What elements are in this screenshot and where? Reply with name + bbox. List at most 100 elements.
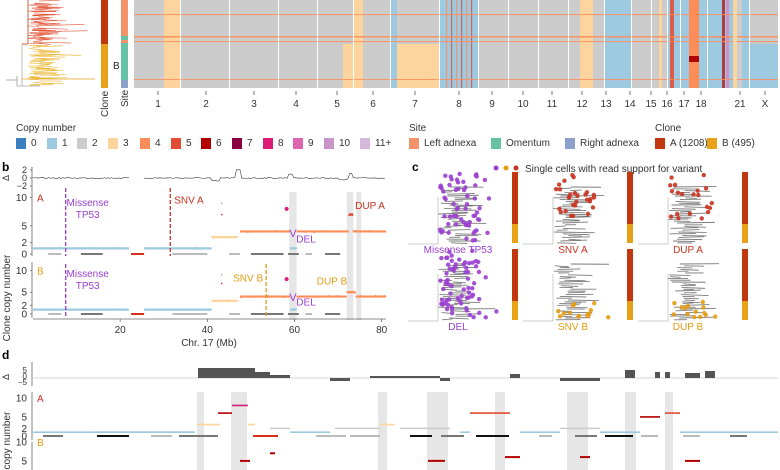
cell-point [457, 298, 463, 304]
cn-bin [348, 214, 350, 217]
copy-number-legend-swatch [263, 138, 273, 149]
cell-point [475, 217, 481, 222]
tree-leaf [678, 212, 709, 215]
cell-point [451, 266, 457, 271]
cell-point [568, 192, 573, 197]
cell-point [691, 192, 696, 197]
shaded-region [625, 392, 636, 470]
annotation-label: Missense [67, 269, 110, 280]
cn-bin [275, 229, 277, 232]
chromosome-label: 1 [155, 99, 161, 110]
site-legend-label: Right adnexa [580, 138, 639, 150]
heatmap-amp [466, 0, 468, 88]
cell-point [685, 311, 690, 317]
heatmap-row-streak [632, 14, 651, 16]
heatmap-gain [689, 0, 699, 88]
tree-leaf-b [32, 77, 51, 79]
tree-panel-c: Single cells with read support for varia… [408, 164, 748, 333]
cn-bin [224, 236, 227, 239]
tree-leaf [672, 240, 696, 243]
cn-bin [222, 300, 225, 303]
tree-leaf [451, 242, 468, 244]
tree-leaf [679, 211, 691, 213]
cn-bin [164, 247, 166, 250]
cell-point [572, 190, 578, 196]
tree-leaf [554, 231, 595, 234]
tree-leaf [447, 193, 475, 195]
clone-track-b [101, 44, 108, 88]
cell-point [687, 211, 693, 216]
tree-leaf [669, 274, 691, 277]
cell-point [590, 205, 596, 210]
cell-point [483, 275, 488, 280]
tree-leaf [681, 286, 706, 289]
cell-point [439, 255, 444, 261]
tree-leaf-b [29, 66, 45, 69]
del-marker: V [289, 228, 297, 240]
y-tick-label: 2 [21, 424, 27, 435]
site-legend-item: Omentum [491, 138, 550, 149]
cell-point [451, 201, 456, 207]
cell-point [587, 199, 593, 204]
cell-point [461, 262, 466, 267]
cell-point [477, 205, 482, 211]
cn-bin [148, 246, 150, 249]
heatmap-amp [726, 0, 729, 88]
heatmap-row-streak [652, 79, 667, 81]
y-tick-label: 5 [21, 412, 27, 423]
cell-point [700, 299, 705, 305]
x-axis-label: Chr. 17 (Mb) [181, 338, 237, 349]
cell-point [464, 236, 469, 241]
clone-bar-a [627, 172, 633, 224]
cn-bin [296, 230, 299, 233]
cn-bin [383, 294, 385, 297]
clone-legend-swatch [707, 138, 717, 149]
site-legend-item: Left adnexa [409, 138, 476, 149]
cn-bin [272, 295, 275, 298]
cell-point [668, 183, 673, 188]
cn-bin [316, 296, 319, 298]
tree-leaf [684, 226, 707, 228]
cell-point [703, 186, 709, 191]
heatmap-cell [230, 0, 278, 88]
delta-bar [560, 378, 600, 381]
heatmap-row-streak [509, 79, 538, 81]
cell-point [576, 314, 581, 319]
heatmap-chr-13 [605, 0, 631, 88]
cn-bin [195, 248, 197, 251]
clone-legend-swatch [655, 138, 665, 149]
tree-leaf [560, 285, 579, 287]
cn-bin [230, 300, 233, 303]
cell-point [476, 269, 482, 275]
tree-leaf-a [32, 14, 48, 17]
copy-number-legend-label: 1 [62, 138, 68, 150]
cell-point [470, 292, 476, 298]
cell-point [606, 315, 611, 320]
heatmap-cell [742, 0, 749, 88]
delta-tick: 2 [22, 165, 27, 175]
shaded-region [567, 392, 588, 470]
cell-point [466, 285, 471, 291]
legend-dot [493, 165, 499, 171]
y-tick-label: 5 [21, 221, 27, 232]
heatmap-row-streak [569, 41, 604, 43]
clone-track-a [101, 0, 108, 44]
cell-point [446, 230, 451, 235]
cell-point [448, 214, 453, 219]
x-tick-label: 40 [202, 325, 214, 336]
clone-b-label: B [113, 61, 120, 72]
site-track-left-adnexa [121, 0, 128, 36]
cn-bin [374, 230, 377, 233]
y-tick-label: 5 [21, 288, 27, 299]
cell-point [441, 189, 446, 194]
site-track-omentum [121, 36, 128, 40]
delta-bar [198, 368, 255, 378]
shaded-region [197, 392, 204, 470]
heatmap-row-streak [605, 14, 631, 16]
heatmap-row-streak [134, 14, 180, 16]
heatmap-row-streak [539, 14, 568, 16]
heatmap-cell [632, 0, 651, 88]
site-track-label: Site [120, 89, 131, 107]
heatmap-row-streak [279, 14, 317, 16]
